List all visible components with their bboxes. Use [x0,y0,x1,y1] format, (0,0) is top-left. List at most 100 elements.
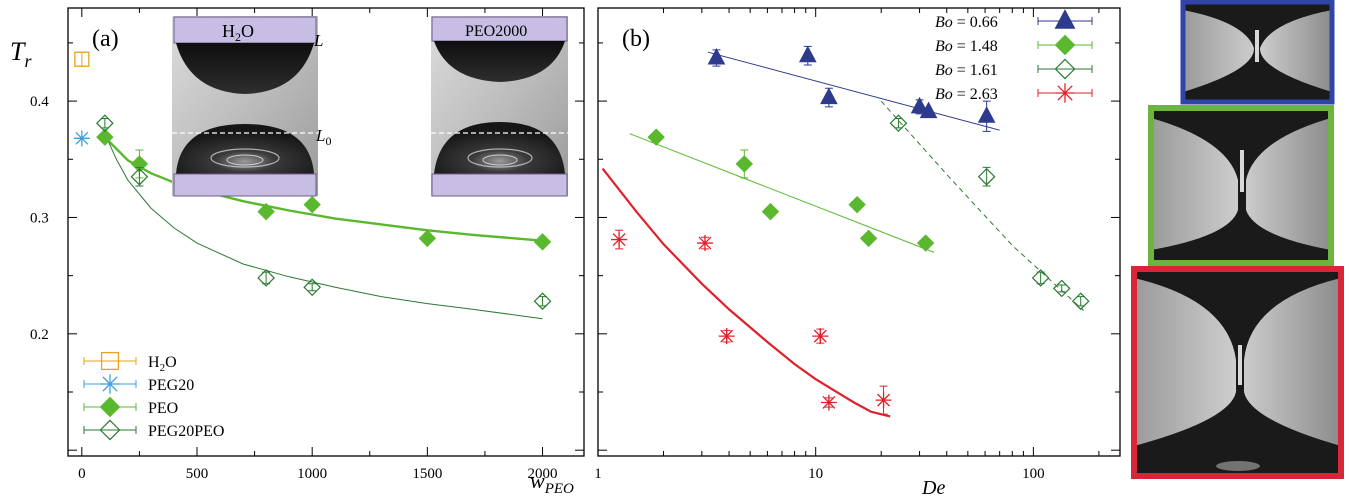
data-point [718,328,735,345]
x-tick-label: 10 [808,466,823,482]
panel-b: 1 10 100 (b) De Bo = 0.66 Bo = 1.48 Bo = 1.6… [594,7,1121,499]
legend-label: Bo = 0.66 [935,14,998,31]
y-axis-label: Tr [10,37,32,71]
bridge-photos [1131,0,1344,479]
x-tick-label: 2000 [528,466,558,482]
legend-marker [100,374,120,394]
data-point [647,128,665,146]
panel-a-axis-ticks: 0.2 0.3 0.4 0 500 1000 1500 2000 [30,8,584,482]
inset-bottom-plate [173,173,317,197]
data-point [859,229,878,248]
data-point [257,269,275,287]
data-point [910,96,929,114]
inset-top-plate-2 [431,16,568,42]
legend-label: PEG20PEO [148,423,224,440]
data-point [1071,292,1090,311]
data-point [820,394,837,411]
legend-marker [1055,83,1075,103]
y-tick-label: 0.2 [30,327,49,343]
data-point [820,87,838,105]
fit-line [629,133,935,253]
data-point [130,167,149,186]
legend-marker [1054,34,1076,56]
data-point [735,155,754,173]
data-point [303,278,322,297]
error-bar [1076,296,1085,307]
x-tick-label: 0 [78,466,86,482]
error-bar [100,118,109,129]
legend-label: Bo = 1.61 [935,62,998,79]
inset-bottom-plate-2 [431,173,568,197]
data-point [977,106,996,123]
data-point [96,114,114,133]
panel-a-data-points [73,51,552,311]
fit-line [880,100,1084,311]
data-point [707,47,726,65]
error-bar [982,166,991,187]
data-point [533,233,552,251]
error-bar [538,296,547,307]
error-bar [1057,284,1066,293]
panel-b-legend: Bo = 0.66 Bo = 1.48 Bo = 1.61 Bo = 2.63 [935,9,1093,103]
inset-lower-drop-2 [434,122,565,174]
data-point [1052,279,1071,298]
legend-marker [1054,58,1076,80]
legend-marker [1054,9,1076,29]
x-tick-label: 1000 [297,466,327,482]
legend-label: H2O [148,354,177,374]
inset-photo-h2o: H2O L L0 [172,16,331,197]
error-bar [135,166,144,187]
inset-top-plate [173,16,317,44]
fit-line [104,133,543,320]
label-l: L [313,31,323,50]
legend-label: Bo = 1.48 [935,38,998,55]
legend-marker [99,396,121,418]
data-point [977,167,996,186]
x-tick-label: 1500 [412,466,442,482]
data-point [303,195,321,214]
panel-a: 0.2 0.3 0.4 0 500 1000 1500 2000 (a) Tr wPEO H2… [10,7,585,497]
data-point [798,45,817,63]
legend-marker [100,351,120,371]
panel-a-label: (a) [92,26,119,52]
data-point [696,235,713,252]
legend-marker [99,419,121,441]
legend-label: PEG20 [148,377,194,394]
fit-line [601,167,891,418]
x-axis-label-b: De [921,477,945,499]
data-point [1031,269,1050,287]
inset-upper-drop [176,43,314,94]
data-point [916,234,935,252]
data-point [919,101,938,119]
legend-label: Bo = 2.63 [935,86,998,103]
data-point [73,130,90,147]
data-point [533,292,552,311]
data-point [611,231,628,248]
data-point [761,202,780,221]
y-tick-label: 0.3 [30,210,49,226]
x-tick-label: 500 [186,466,209,482]
error-bar [308,283,317,292]
panel-b-axis-ticks: 1 10 100 [594,8,1120,482]
photo-frame-red [1131,266,1344,479]
photo-bo-066 [1180,0,1335,105]
panel-b-fit-curves [601,51,1084,418]
panel-b-label: (b) [622,26,650,52]
panel-b-frame [597,7,1121,457]
data-point [812,328,829,345]
error-bar [77,51,86,67]
legend-label: PEO [148,400,178,417]
photo-bo-263 [1131,266,1344,479]
photo-frame-green [1148,105,1334,266]
panel-b-data-points [611,45,1090,415]
data-point [257,202,275,221]
data-point [848,195,866,214]
data-point [875,392,892,409]
data-point [96,128,114,146]
x-tick-label: 100 [1022,466,1045,482]
data-point [74,51,90,67]
inset-upper-drop-2 [434,41,565,82]
error-bar [262,271,271,285]
